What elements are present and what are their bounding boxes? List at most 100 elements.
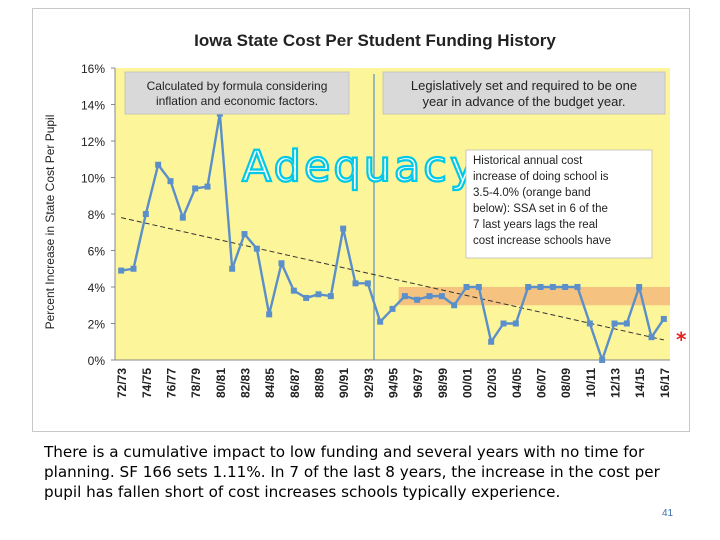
- historical-cost-text: below): SSA set in 6 of the: [473, 203, 608, 215]
- y-tick-label: 0%: [88, 354, 106, 368]
- data-point-87/88: [303, 294, 310, 301]
- data-point-90/91: [340, 225, 347, 232]
- x-tick-label: 04/05: [510, 368, 524, 398]
- plot-area: 0% 2% 4% 6% 8% 10% 12% 14% 16% 72/73 74/75 76/77 78/…: [81, 62, 672, 398]
- data-point-06/07: [537, 284, 544, 290]
- x-tick-label: 10/11: [584, 368, 598, 398]
- funding-history-chart: Iowa State Cost Per Student Funding Hist…: [43, 31, 687, 398]
- historical-cost-text: increase of doing school is: [473, 171, 609, 183]
- data-point-99/00: [451, 302, 458, 309]
- legislative-annotation-text: Legislatively set and required to be one: [411, 78, 637, 93]
- y-tick-label: 16%: [81, 62, 105, 76]
- data-point-85/86: [278, 260, 285, 267]
- x-tick-label: 82/83: [239, 368, 253, 398]
- historical-cost-text: cost increase schools have: [473, 235, 611, 247]
- data-point-04/05: [512, 320, 519, 327]
- orange-band: [398, 287, 670, 306]
- x-tick-label: 84/85: [263, 368, 277, 398]
- legislative-annotation-text: year in advance of the budget year.: [422, 94, 625, 109]
- data-point-79/80: [204, 183, 211, 190]
- data-point-73/74: [130, 265, 137, 272]
- data-point-12/13: [611, 320, 618, 327]
- x-tick-label: 72/73: [115, 368, 129, 398]
- y-tick-label: 8%: [88, 208, 106, 222]
- slide-caption: There is a cumulative impact to low fund…: [44, 443, 660, 501]
- data-point-81/82: [229, 265, 236, 272]
- data-point-91/92: [352, 280, 359, 287]
- data-point-15/16: [648, 334, 655, 341]
- y-tick-label: 12%: [81, 135, 105, 149]
- historical-cost-text: Historical annual cost: [473, 155, 583, 167]
- data-point-88/89: [315, 291, 322, 298]
- data-point-08/09: [562, 284, 569, 290]
- data-point-89/90: [327, 293, 334, 300]
- data-point-01/02: [475, 284, 482, 290]
- annotations: Calculated by formula consideringinflati…: [124, 71, 687, 351]
- data-point-75/76: [155, 161, 162, 168]
- x-tick-label: 92/93: [362, 368, 376, 398]
- adequacy-label: Adequacy: [242, 142, 478, 192]
- data-point-16/17: [660, 315, 667, 322]
- historical-cost-text: 3.5-4.0% (orange band: [473, 187, 591, 199]
- data-point-03/04: [500, 320, 507, 327]
- x-tick-label: 12/13: [609, 368, 623, 398]
- data-point-11/12: [599, 357, 606, 363]
- data-point-10/11: [586, 320, 593, 327]
- data-point-83/84: [253, 245, 260, 252]
- x-tick-label: 94/95: [387, 368, 401, 398]
- data-point-14/15: [636, 284, 643, 290]
- x-tick-label: 76/77: [165, 368, 179, 398]
- data-point-93/94: [377, 318, 384, 325]
- trend-line: [121, 217, 664, 341]
- x-tick-label: 00/01: [461, 368, 475, 398]
- y-tick-label: 10%: [81, 172, 105, 186]
- x-tick-label: 74/75: [140, 368, 154, 398]
- legislative-annotation-box: [382, 71, 666, 115]
- formula-annotation-text: Calculated by formula considering: [147, 79, 328, 93]
- data-point-74/75: [142, 211, 149, 217]
- data-point-94/95: [389, 305, 396, 312]
- data-point-97/98: [426, 293, 433, 300]
- x-tick-label: 16/17: [658, 368, 672, 398]
- data-point-07/08: [549, 284, 556, 290]
- data-point-76/77: [167, 178, 174, 185]
- chart-title: Iowa State Cost Per Student Funding Hist…: [194, 31, 556, 50]
- star-marker: *: [676, 327, 687, 351]
- x-tick-label: 78/79: [189, 368, 203, 398]
- x-tick-label: 88/89: [313, 368, 327, 398]
- x-tick-label: 02/03: [485, 368, 499, 398]
- data-point-92/93: [364, 280, 371, 287]
- historical-cost-text: 7 last years lags the real: [473, 219, 598, 231]
- data-point-82/83: [241, 231, 248, 238]
- y-axis-title: Percent Increase in State Cost Per Pupil: [43, 115, 57, 330]
- page-number: 41: [662, 508, 674, 519]
- x-tick-label: 06/07: [535, 368, 549, 398]
- data-point-78/79: [192, 185, 199, 192]
- x-tick-label: 86/87: [288, 368, 302, 398]
- data-point-72/73: [118, 267, 125, 274]
- data-point-84/85: [266, 311, 273, 318]
- data-point-77/78: [179, 214, 186, 221]
- x-tick-label: 14/15: [633, 368, 647, 398]
- data-point-98/99: [438, 293, 445, 300]
- formula-annotation-box: [124, 71, 350, 115]
- x-tick-label: 96/97: [411, 368, 425, 398]
- data-point-02/03: [488, 338, 495, 345]
- data-point-09/10: [574, 284, 581, 290]
- y-tick-label: 4%: [88, 281, 106, 295]
- y-tick-label: 14%: [81, 99, 105, 113]
- data-point-05/06: [525, 284, 532, 290]
- x-tick-label: 98/99: [436, 368, 450, 398]
- x-tick-label: 08/09: [559, 368, 573, 398]
- y-tick-label: 6%: [88, 245, 106, 259]
- data-point-13/14: [623, 320, 630, 327]
- historical-cost-box: [465, 149, 653, 259]
- x-tick-label: 80/81: [214, 368, 228, 398]
- data-point-86/87: [290, 287, 297, 294]
- data-point-95/96: [401, 293, 408, 300]
- data-point-00/01: [463, 284, 470, 290]
- x-tick-label: 90/91: [337, 368, 351, 398]
- y-tick-label: 2%: [88, 318, 106, 332]
- formula-annotation-text: inflation and economic factors.: [156, 94, 318, 108]
- data-point-96/97: [414, 296, 421, 303]
